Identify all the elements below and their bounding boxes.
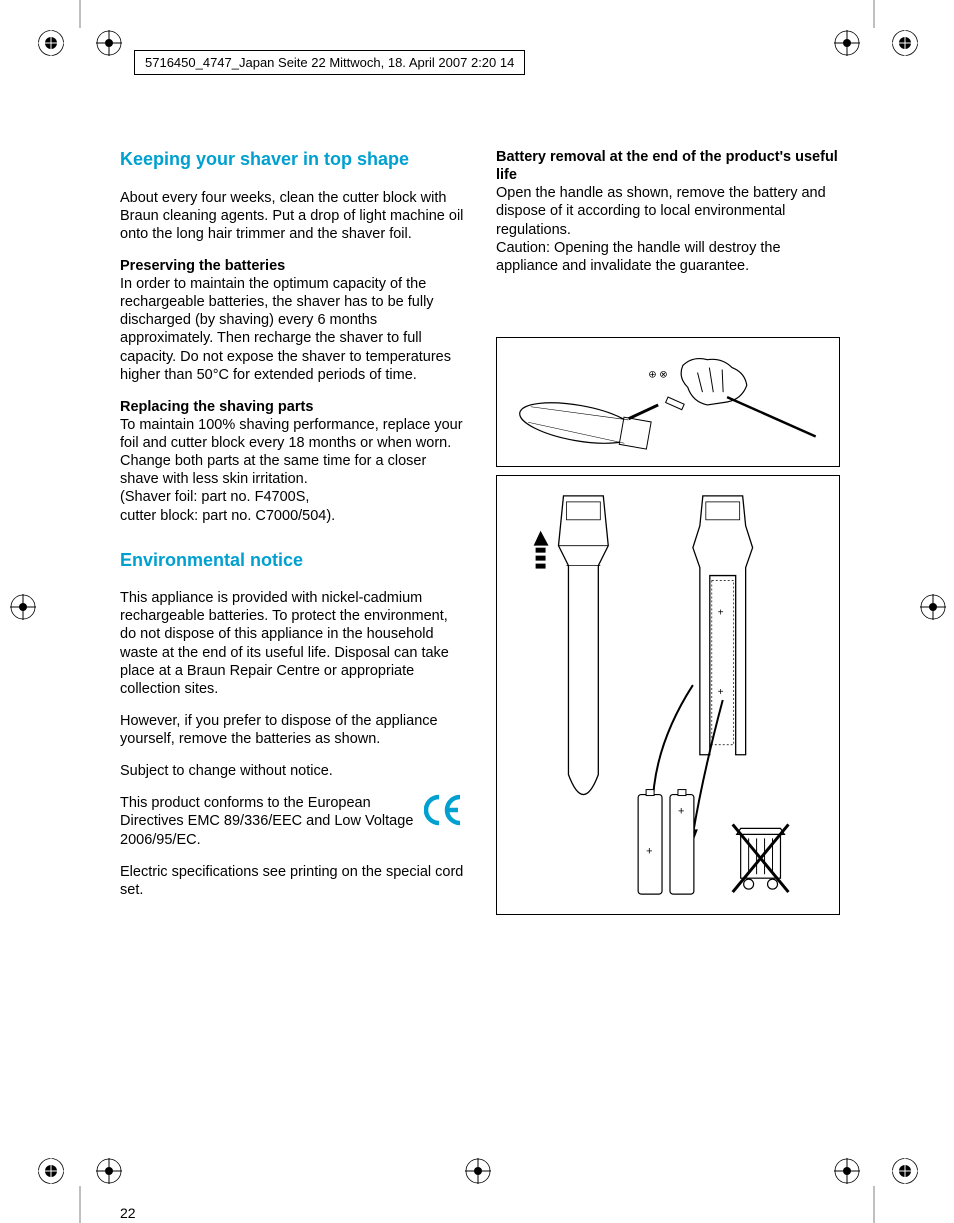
reg-mark-icon xyxy=(96,1158,122,1184)
reg-mark-icon xyxy=(920,594,946,620)
heading-keeping-shape: Keeping your shaver in top shape xyxy=(120,148,464,171)
para-batteries: In order to maintain the optimum capacit… xyxy=(120,275,464,384)
subhead-replacing: Replacing the shaving parts xyxy=(120,398,464,416)
reg-mark-icon xyxy=(10,594,36,620)
reg-mark-icon xyxy=(892,1158,918,1184)
para-part-block: cutter block: part no. C7000/504). xyxy=(120,507,464,525)
para-env-1: This appliance is provided with nickel-c… xyxy=(120,589,464,698)
diagram-disassembly: + + + + xyxy=(496,475,840,915)
svg-text:+: + xyxy=(718,607,724,618)
svg-text:+: + xyxy=(678,805,684,817)
para-cleaning: About every four weeks, clean the cutter… xyxy=(120,189,464,243)
para-subject-change: Subject to change without notice. xyxy=(120,762,464,780)
runheader: 5716450_4747_Japan Seite 22 Mittwoch, 18… xyxy=(134,50,525,75)
reg-mark-icon xyxy=(892,30,918,56)
reg-mark-icon xyxy=(834,1158,860,1184)
para-ce: This product conforms to the European Di… xyxy=(120,794,414,848)
page-content: Keeping your shaver in top shape About e… xyxy=(120,148,840,915)
svg-text:+: + xyxy=(718,687,724,698)
reg-mark-icon xyxy=(834,30,860,56)
right-column: Battery removal at the end of the produc… xyxy=(496,148,840,915)
svg-text:⊕ ⊗: ⊕ ⊗ xyxy=(648,369,667,380)
subhead-batteries: Preserving the batteries xyxy=(120,257,464,275)
para-replacing: To maintain 100% shaving performance, re… xyxy=(120,416,464,489)
page-number: 22 xyxy=(120,1205,136,1221)
svg-text:+: + xyxy=(646,845,652,857)
diagram-unscrew: ⊕ ⊗ xyxy=(496,337,840,467)
reg-mark-icon xyxy=(465,1158,491,1184)
para-open-handle: Open the handle as shown, remove the bat… xyxy=(496,184,840,238)
para-part-foil: (Shaver foil: part no. F4700S, xyxy=(120,488,464,506)
reg-mark-icon xyxy=(38,30,64,56)
para-caution: Caution: Opening the handle will destroy… xyxy=(496,239,840,275)
ce-mark-icon xyxy=(424,794,464,826)
reg-mark-icon xyxy=(96,30,122,56)
heading-environmental: Environmental notice xyxy=(120,549,464,572)
para-env-2: However, if you prefer to dispose of the… xyxy=(120,712,464,748)
left-column: Keeping your shaver in top shape About e… xyxy=(120,148,464,915)
weee-bin-icon xyxy=(733,824,789,892)
subhead-battery-removal: Battery removal at the end of the produc… xyxy=(496,148,840,184)
reg-mark-icon xyxy=(38,1158,64,1184)
para-electric-spec: Electric specifications see printing on … xyxy=(120,863,464,899)
